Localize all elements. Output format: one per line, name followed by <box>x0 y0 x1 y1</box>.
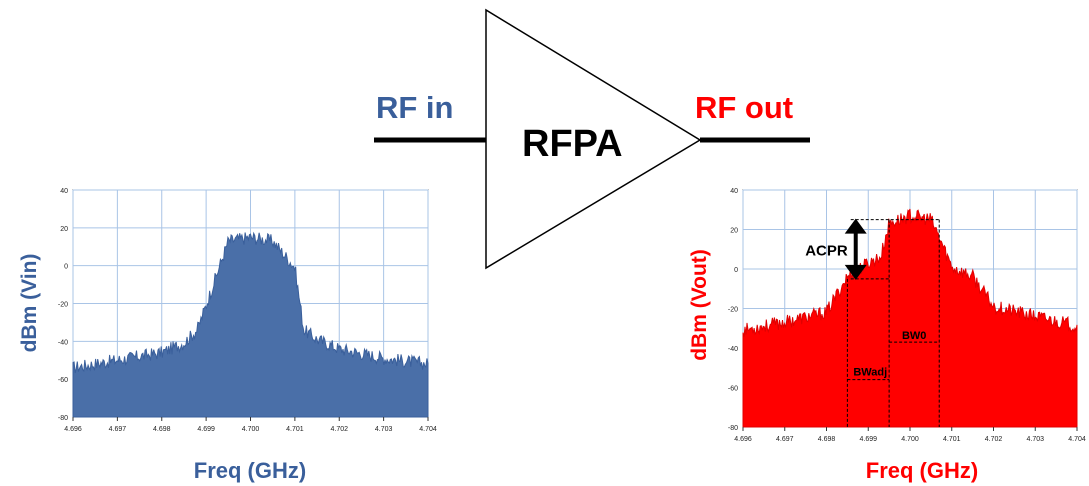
x-tick-label: 4.697 <box>776 436 794 443</box>
y-tick-label: -80 <box>58 415 68 422</box>
output-y-axis-label: dBm (Vout) <box>688 249 711 361</box>
x-tick-label: 4.703 <box>1026 436 1044 443</box>
output-spectrum-chart: 4.696 4.697 4.698 4.699 4.700 4.701 4.702 4.703… <box>688 188 1086 483</box>
bw0-label: BW0 <box>902 330 926 342</box>
input-x-ticks: 4.696 4.697 4.698 4.699 4.700 4.701 4.702 4.703… <box>64 417 437 433</box>
rf-out-label: RF out <box>695 90 793 125</box>
bwadj-label: BWadj <box>853 367 887 379</box>
y-tick-label: -20 <box>58 302 68 309</box>
y-tick-label: -40 <box>58 339 68 346</box>
x-tick-label: 4.702 <box>330 426 348 433</box>
acpr-label: ACPR <box>805 242 848 259</box>
x-tick-label: 4.702 <box>985 436 1003 443</box>
x-tick-label: 4.704 <box>419 426 437 433</box>
x-tick-label: 4.701 <box>286 426 304 433</box>
x-tick-label: 4.703 <box>375 426 393 433</box>
output-x-ticks: 4.696 4.697 4.698 4.699 4.700 4.701 4.702 4.703… <box>734 427 1086 443</box>
acpr-arrow-down-icon <box>844 264 867 280</box>
x-tick-label: 4.697 <box>109 426 127 433</box>
x-tick-label: 4.698 <box>818 436 836 443</box>
input-y-axis-label: dBm (Vin) <box>18 254 41 353</box>
y-tick-label: 20 <box>730 228 738 235</box>
input-spectrum-chart: 4.696 4.697 4.698 4.699 4.700 4.701 4.702 4.703… <box>18 188 437 483</box>
x-tick-label: 4.699 <box>859 436 877 443</box>
input-y-ticks: -80 -60 -40 -20 0 20 40 <box>58 188 68 422</box>
y-tick-label: -60 <box>58 377 68 384</box>
y-tick-label: 0 <box>734 267 738 274</box>
amplifier-block: RFPA RF in RF out <box>374 8 810 270</box>
y-tick-label: -20 <box>728 307 738 314</box>
x-tick-label: 4.701 <box>943 436 961 443</box>
y-tick-label: 40 <box>60 188 68 195</box>
y-tick-label: 0 <box>64 264 68 271</box>
x-tick-label: 4.700 <box>242 426 260 433</box>
y-tick-label: -40 <box>728 346 738 353</box>
input-x-axis-label: Freq (GHz) <box>194 458 306 483</box>
x-tick-label: 4.698 <box>153 426 171 433</box>
amplifier-triangle <box>485 8 702 270</box>
input-spectrum-area <box>72 231 429 418</box>
output-x-axis-label: Freq (GHz) <box>866 458 978 483</box>
y-tick-label: -60 <box>728 386 738 393</box>
rf-in-label: RF in <box>376 90 454 125</box>
x-tick-label: 4.700 <box>901 436 919 443</box>
amplifier-label: RFPA <box>522 123 623 165</box>
output-annotations: ACPR BW0 BWadj <box>805 218 940 427</box>
x-tick-label: 4.704 <box>1068 436 1086 443</box>
output-spectrum-area <box>742 208 1078 428</box>
y-tick-label: 20 <box>60 226 68 233</box>
x-tick-label: 4.696 <box>734 436 752 443</box>
x-tick-label: 4.699 <box>197 426 215 433</box>
x-tick-label: 4.696 <box>64 426 82 433</box>
y-tick-label: 40 <box>730 188 738 195</box>
y-tick-label: -80 <box>728 425 738 432</box>
output-y-ticks: -80 -60 -40 -20 0 20 40 <box>728 188 738 432</box>
acpr-arrow-up-icon <box>844 218 867 234</box>
